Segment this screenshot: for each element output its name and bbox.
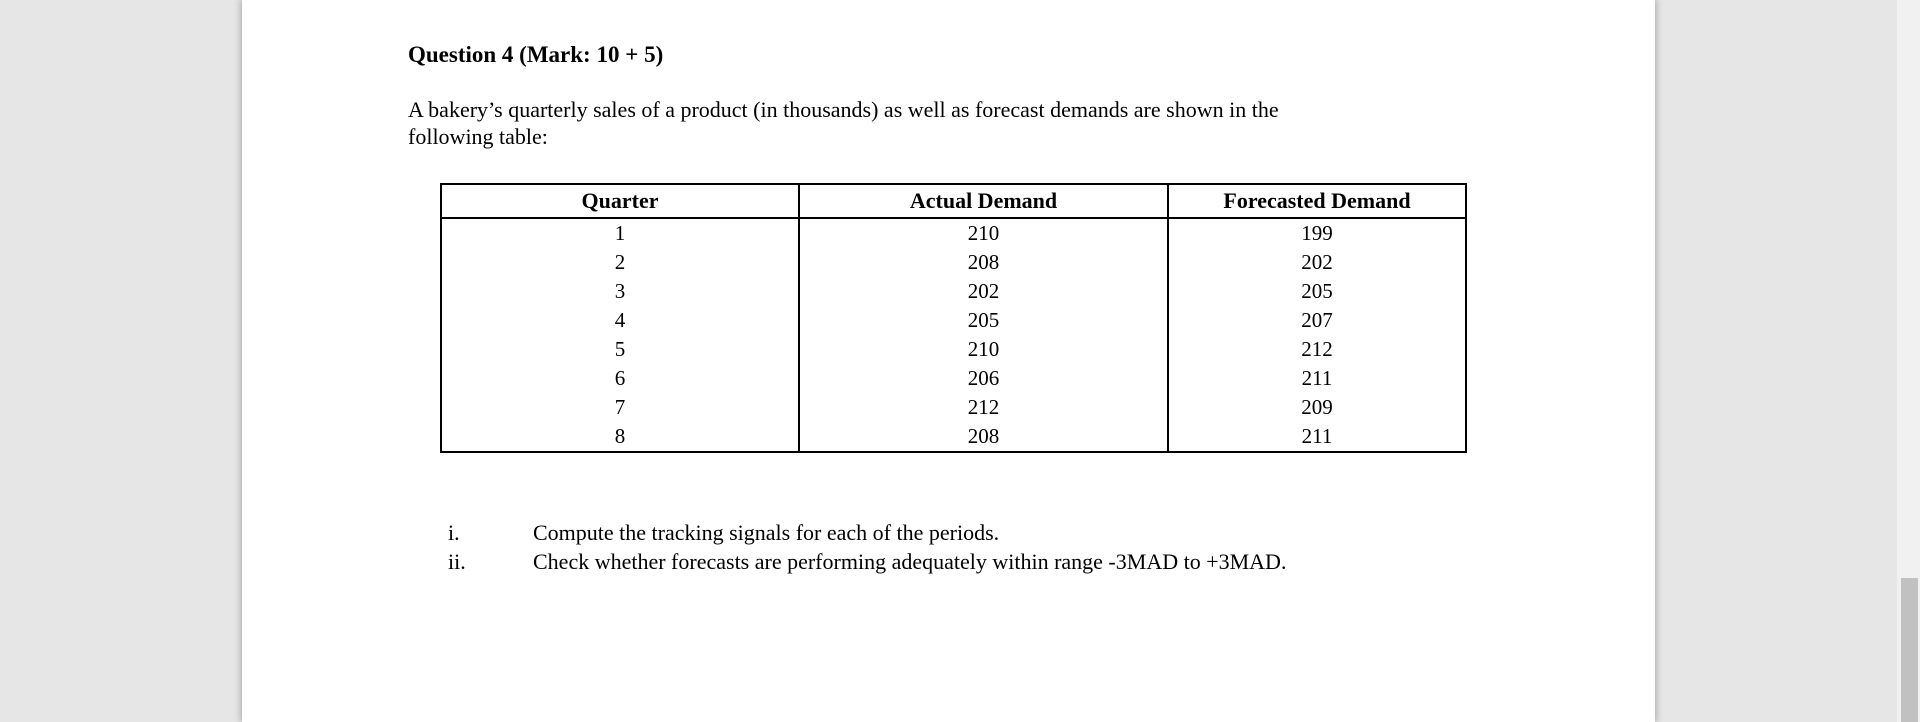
table-cell: 211 xyxy=(1167,364,1467,393)
task-text: Compute the tracking signals for each of… xyxy=(533,520,1000,545)
table-row: 2 208 202 xyxy=(440,248,1467,277)
table-cell: 1 xyxy=(440,218,800,248)
table-row: 6 206 211 xyxy=(440,364,1467,393)
table-cell: 202 xyxy=(798,277,1169,306)
table-cell: 4 xyxy=(440,306,800,335)
table-cell: 212 xyxy=(1167,335,1467,364)
paragraph-line: following table: xyxy=(408,124,548,149)
question-title: Question 4 (Mark: 10 + 5) xyxy=(408,42,664,67)
table-cell: 209 xyxy=(1167,393,1467,422)
task-marker: i. xyxy=(448,520,460,545)
table-row: 1 210 199 xyxy=(440,218,1467,248)
table-cell: 8 xyxy=(440,422,800,453)
table-cell: 210 xyxy=(798,335,1169,364)
table-cell: 3 xyxy=(440,277,800,306)
table-cell: 202 xyxy=(1167,248,1467,277)
table-cell: 208 xyxy=(798,422,1169,453)
table-cell: 199 xyxy=(1167,218,1467,248)
task-text: Check whether forecasts are performing a… xyxy=(533,549,1287,574)
table-cell: 206 xyxy=(798,364,1169,393)
table-header-quarter: Quarter xyxy=(440,183,800,219)
table-cell: 212 xyxy=(798,393,1169,422)
table-cell: 5 xyxy=(440,335,800,364)
vertical-scrollbar-thumb[interactable] xyxy=(1901,578,1918,722)
vertical-scrollbar-track[interactable] xyxy=(1897,0,1920,722)
table-cell: 207 xyxy=(1167,306,1467,335)
task-marker: ii. xyxy=(448,549,466,574)
document-page: Question 4 (Mark: 10 + 5) A bakery’s qua… xyxy=(242,0,1655,722)
table-cell: 2 xyxy=(440,248,800,277)
table-cell: 208 xyxy=(798,248,1169,277)
table-row: 5 210 212 xyxy=(440,335,1467,364)
table-cell: 205 xyxy=(1167,277,1467,306)
demand-table: Quarter Actual Demand Forecasted Demand … xyxy=(440,183,1467,453)
table-row: 8 208 211 xyxy=(440,422,1467,453)
task-item-i: i. Compute the tracking signals for each… xyxy=(448,518,1286,547)
question-paragraph: A bakery’s quarterly sales of a product … xyxy=(408,96,1279,150)
table-row: 4 205 207 xyxy=(440,306,1467,335)
table-header-row: Quarter Actual Demand Forecasted Demand xyxy=(440,183,1467,219)
table-row: 3 202 205 xyxy=(440,277,1467,306)
task-item-ii: ii. Check whether forecasts are performi… xyxy=(448,547,1286,576)
table-header-forecasted-demand: Forecasted Demand xyxy=(1167,183,1467,219)
paragraph-line: A bakery’s quarterly sales of a product … xyxy=(408,97,1279,122)
table-cell: 7 xyxy=(440,393,800,422)
table-cell: 6 xyxy=(440,364,800,393)
table-row: 7 212 209 xyxy=(440,393,1467,422)
task-list: i. Compute the tracking signals for each… xyxy=(448,518,1286,576)
table-cell: 205 xyxy=(798,306,1169,335)
table-header-actual-demand: Actual Demand xyxy=(798,183,1169,219)
table-cell: 210 xyxy=(798,218,1169,248)
table-cell: 211 xyxy=(1167,422,1467,453)
